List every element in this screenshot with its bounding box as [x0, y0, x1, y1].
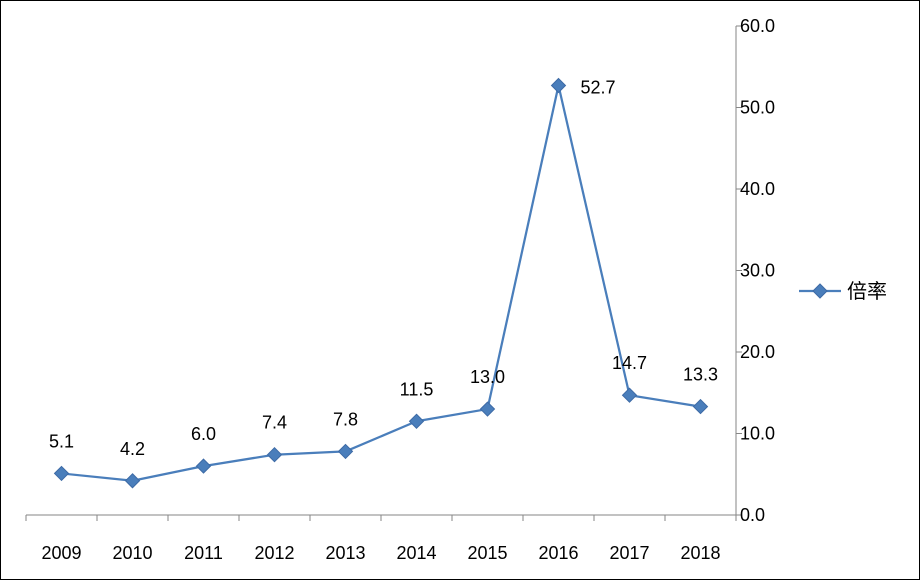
x-tick-label: 2013 — [325, 543, 365, 563]
x-tick-label: 2016 — [538, 543, 578, 563]
x-tick-label: 2012 — [254, 543, 294, 563]
data-label: 52.7 — [581, 77, 616, 97]
data-label: 13.0 — [470, 367, 505, 387]
y-tick-label: 40.0 — [740, 179, 775, 199]
x-tick-label: 2009 — [41, 543, 81, 563]
y-tick-label: 30.0 — [740, 261, 775, 281]
series-layer — [53, 77, 709, 489]
data-point-marker — [124, 473, 141, 489]
data-label: 14.7 — [612, 353, 647, 373]
data-point-marker — [408, 413, 425, 429]
data-label: 7.4 — [262, 413, 287, 433]
y-tick-label: 0.0 — [740, 505, 765, 525]
x-tick-label: 2017 — [609, 543, 649, 563]
axes: 2009 2010 2011 2012 2013 2014 2015 2016 2017 2018… — [25, 16, 775, 563]
x-tick-label: 2018 — [680, 543, 720, 563]
data-point-marker — [195, 458, 212, 474]
x-tick-label: 2014 — [396, 543, 436, 563]
data-point-marker — [337, 443, 354, 460]
data-label: 7.8 — [333, 409, 358, 429]
data-label: 13.3 — [683, 365, 718, 385]
x-tick-label: 2010 — [112, 543, 152, 563]
data-label: 5.1 — [49, 431, 74, 451]
data-label: 11.5 — [400, 379, 434, 399]
data-point-marker — [53, 465, 70, 482]
series-line — [61, 84, 701, 482]
data-point-marker — [479, 401, 496, 417]
legend-marker — [812, 283, 828, 299]
data-label: 4.2 — [120, 439, 145, 459]
y-tick-label: 20.0 — [740, 342, 775, 362]
y-tick-label: 60.0 — [740, 16, 775, 36]
y-tick-label: 10.0 — [740, 424, 775, 444]
data-point-marker — [550, 77, 567, 94]
data-label: 6.0 — [191, 424, 216, 444]
legend: 倍率 — [799, 279, 887, 303]
data-point-marker — [692, 398, 709, 415]
x-tick-label: 2011 — [184, 543, 223, 563]
x-tick-label: 2015 — [467, 543, 507, 563]
data-point-marker — [266, 446, 283, 463]
legend-label: 倍率 — [847, 279, 887, 303]
y-tick-label: 50.0 — [740, 98, 775, 118]
data-labels-layer: 5.1 4.2 6.0 7.4 7.8 11.5 13.0 52.7 14.7 13.3 — [49, 77, 718, 458]
data-point-marker — [621, 387, 638, 403]
